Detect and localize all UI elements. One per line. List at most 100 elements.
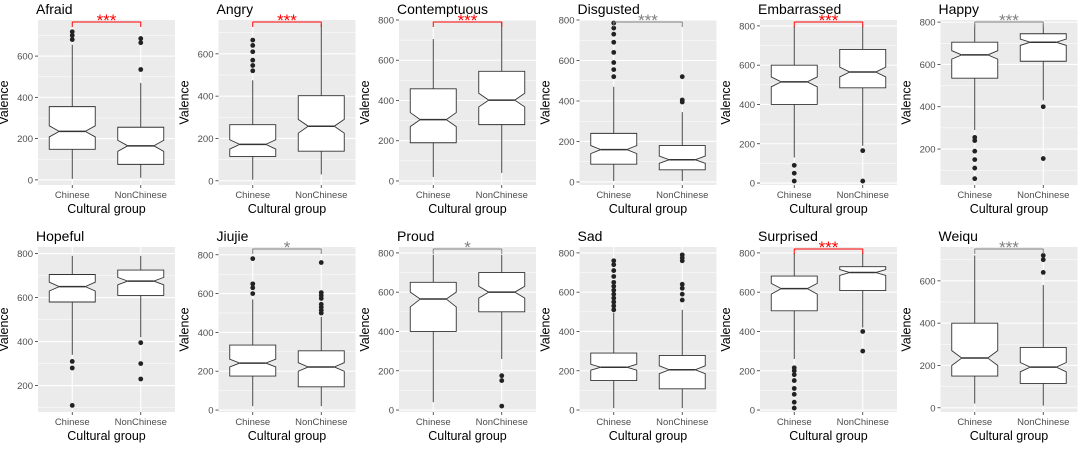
- box-chinese: [951, 255, 999, 404]
- notched-box: [590, 132, 638, 165]
- x-tick-label: NonChinese: [1017, 417, 1069, 428]
- panel-title: Proud: [397, 228, 434, 244]
- y-axis-title: Valence: [358, 80, 372, 124]
- x-tick-label: NonChinese: [295, 190, 347, 201]
- outlier-point: [69, 37, 75, 42]
- y-tick-label: 400: [739, 327, 755, 338]
- outlier-point: [250, 49, 256, 55]
- outlier-point: [611, 303, 617, 309]
- notched-box: [951, 322, 999, 377]
- notched-box: [1019, 33, 1067, 62]
- y-tick-label: 800: [920, 18, 936, 29]
- outlier-point: [791, 399, 797, 405]
- y-tick-label: 200: [559, 137, 575, 148]
- panel-title: Afraid: [36, 1, 73, 17]
- significance-label: ***: [638, 11, 658, 30]
- significance-label: ***: [819, 238, 839, 257]
- y-tick-label: 0: [28, 175, 33, 186]
- significance-label: ***: [999, 11, 1019, 30]
- outlier-point: [860, 348, 866, 354]
- outlier-point: [972, 148, 978, 154]
- notched-box: [770, 64, 818, 105]
- panel-title: Contemptuous: [397, 1, 488, 17]
- x-tick-label: Chinese: [957, 417, 992, 428]
- outlier-point: [611, 307, 617, 313]
- box-chinese: [48, 29, 96, 179]
- y-tick-label: 600: [920, 276, 936, 287]
- outlier-point: [611, 274, 617, 279]
- y-tick-label: 0: [389, 406, 394, 417]
- significance-bracket: [252, 248, 322, 254]
- y-tick-label: 400: [920, 102, 936, 113]
- outlier-point: [611, 279, 617, 285]
- outlier-point: [791, 372, 797, 378]
- outlier-point: [499, 403, 505, 409]
- significance-label: ***: [277, 11, 297, 30]
- x-tick-label: NonChinese: [476, 190, 528, 201]
- outlier-point: [972, 135, 978, 140]
- box-nonchinese: [839, 25, 887, 184]
- x-axis-title: Cultural group: [428, 429, 507, 443]
- panel-title: Jiujie: [217, 228, 249, 244]
- significance-label: *: [464, 238, 471, 257]
- outlier-point: [679, 291, 685, 297]
- notched-box: [409, 88, 457, 144]
- outlier-point: [611, 268, 617, 273]
- outlier-point: [250, 281, 256, 287]
- box-chinese: [590, 20, 638, 181]
- box-nonchinese: [117, 255, 165, 382]
- notched-box: [1019, 347, 1067, 384]
- y-tick-label: 400: [378, 327, 394, 338]
- y-tick-label: 200: [198, 367, 214, 378]
- y-axis-title: Valence: [900, 307, 914, 351]
- y-tick-label: 200: [378, 136, 394, 147]
- outlier-point: [69, 359, 75, 364]
- y-tick-label: 600: [17, 293, 33, 304]
- outlier-point: [250, 37, 256, 43]
- panel-title: Disgusted: [578, 1, 640, 17]
- y-tick-label: 200: [17, 381, 33, 392]
- significance-label: ***: [458, 11, 478, 30]
- y-tick-label: 200: [920, 145, 936, 156]
- x-tick-label: NonChinese: [476, 417, 528, 428]
- x-axis-title: Cultural group: [67, 202, 146, 216]
- outlier-point: [791, 162, 797, 168]
- notched-box: [48, 106, 96, 150]
- panel-title: Weiqu: [939, 228, 978, 244]
- y-tick-label: 0: [208, 176, 213, 187]
- y-axis-title: Valence: [0, 80, 11, 124]
- notched-box: [839, 49, 887, 89]
- x-tick-label: Chinese: [416, 190, 451, 201]
- outlier-point: [69, 29, 75, 35]
- box-chinese: [590, 258, 638, 409]
- y-tick-label: 200: [739, 139, 755, 150]
- y-tick-label: 800: [198, 250, 214, 261]
- panel-title: Hopeful: [36, 228, 84, 244]
- significance-bracket: [432, 21, 503, 27]
- outlier-point: [611, 287, 617, 293]
- y-tick-label: 600: [17, 52, 33, 63]
- outlier-point: [611, 262, 617, 268]
- outlier-point: [791, 386, 797, 391]
- x-tick-label: NonChinese: [837, 417, 889, 428]
- significance-bracket: [613, 21, 683, 27]
- box-chinese: [409, 254, 457, 403]
- outlier-point: [679, 285, 685, 291]
- y-tick-label: 400: [198, 328, 214, 339]
- panel-title: Surprised: [758, 228, 818, 244]
- box-nonchinese: [478, 254, 526, 409]
- x-tick-label: NonChinese: [837, 190, 889, 201]
- significance-bracket: [71, 21, 142, 27]
- outlier-point: [1040, 156, 1046, 161]
- box-chinese: [229, 37, 277, 180]
- outlier-point: [860, 148, 866, 154]
- x-tick-label: Chinese: [777, 190, 812, 201]
- outlier-point: [611, 291, 617, 297]
- panel-title: Sad: [578, 228, 603, 244]
- outlier-point: [138, 340, 144, 346]
- notched-box: [48, 274, 96, 303]
- y-tick-label: 600: [378, 288, 394, 299]
